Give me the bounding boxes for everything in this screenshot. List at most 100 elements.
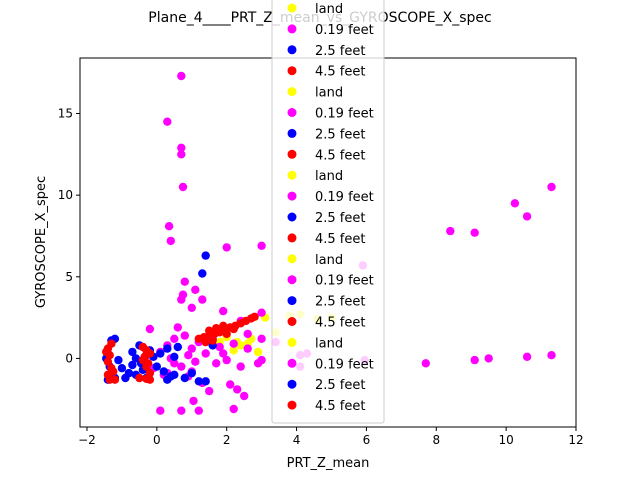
- legend-label-15: 4.5 feet: [315, 316, 365, 331]
- point-0-19-feet-34: [226, 380, 235, 389]
- y-axis-ticks: 0 5 10 15: [58, 107, 80, 365]
- point-4-5-feet-39: [109, 367, 118, 376]
- legend-marker-18: [287, 379, 297, 389]
- point-land-3: [253, 347, 263, 357]
- point-0-19-feet-31: [236, 362, 245, 371]
- x-tick-label-0: −2: [78, 433, 96, 447]
- point-0-19-feet-26: [201, 349, 210, 358]
- legend-marker-6: [287, 128, 297, 138]
- point-2-5-feet-38: [187, 368, 196, 378]
- point-0-19-feet-14: [198, 295, 207, 304]
- y-tick-label-3: 15: [58, 107, 73, 121]
- point-0-19-feet-28: [215, 342, 224, 352]
- point-0-19-feet-8: [257, 241, 266, 250]
- legend-label-8: land: [315, 169, 343, 184]
- legend-marker-15: [287, 317, 297, 326]
- legend-label-2: 2.5 feet: [315, 44, 365, 59]
- point-0-19-feet-7: [222, 243, 231, 252]
- legend-marker-2: [287, 45, 297, 55]
- legend-label-13: 0.19 feet: [315, 274, 374, 289]
- point-4-5-feet-18: [229, 324, 238, 334]
- point-2-5-feet-30: [166, 372, 175, 381]
- point-0-19-feet-32: [243, 329, 252, 339]
- point-0-19-feet-1: [163, 117, 172, 126]
- legend-marker-1: [287, 24, 297, 34]
- point-2-5-feet-27: [173, 342, 182, 352]
- point-2-5-feet-21: [152, 362, 161, 371]
- point-4-5-feet-14: [219, 321, 228, 330]
- point-0-19-feet-58: [421, 359, 430, 368]
- point-0-19-feet-11: [178, 290, 188, 299]
- point-2-5-feet-0: [201, 251, 210, 260]
- point-4-5-feet-32: [103, 357, 113, 366]
- y-tick-label-1: 5: [65, 270, 73, 284]
- point-4-5-feet-13: [212, 324, 221, 333]
- x-tick-label-2: 2: [223, 433, 231, 447]
- point-0-19-feet-45: [189, 396, 198, 406]
- point-0-19-feet-60: [470, 228, 479, 237]
- legend-box: [271, 0, 385, 424]
- point-2-5-feet-1: [198, 269, 207, 278]
- legend-label-14: 2.5 feet: [315, 295, 365, 310]
- y-axis-label: GYROSCOPE_X_spec: [34, 176, 49, 308]
- point-4-5-feet-28: [140, 352, 149, 361]
- legend-label-0: land: [315, 2, 343, 17]
- point-4-5-feet-37: [107, 339, 116, 348]
- legend-marker-19: [287, 400, 297, 410]
- point-0-19-feet-9: [180, 277, 189, 286]
- legend-label-1: 0.19 feet: [315, 23, 374, 38]
- point-0-19-feet-21: [170, 334, 179, 343]
- legend-label-9: 0.19 feet: [315, 190, 374, 205]
- legend-marker-17: [287, 358, 297, 368]
- point-0-19-feet-65: [522, 352, 532, 361]
- x-tick-label-1: 0: [153, 433, 161, 447]
- x-tick-label-4: 6: [363, 433, 371, 447]
- point-2-5-feet-26: [170, 352, 179, 361]
- legend-label-4: land: [315, 86, 343, 101]
- legend-label-7: 4.5 feet: [315, 148, 365, 163]
- point-0-19-feet-12: [191, 285, 200, 294]
- x-axis-ticks: −2 0 2 4 6 8 10 12: [78, 427, 584, 447]
- legend-marker-12: [287, 254, 297, 264]
- point-0-19-feet-5: [164, 222, 174, 231]
- point-0-19-feet-39: [205, 386, 214, 396]
- point-4-5-feet-29: [143, 359, 153, 368]
- point-0-19-feet-18: [145, 324, 155, 334]
- point-0-19-feet-13: [187, 303, 196, 312]
- legend-label-19: 4.5 feet: [315, 399, 365, 414]
- point-4-5-feet-16: [201, 337, 210, 347]
- point-4-5-feet-27: [145, 375, 155, 384]
- point-2-5-feet-12: [124, 368, 134, 378]
- point-0-19-feet-49: [212, 359, 221, 368]
- point-0-19-feet-74: [243, 344, 252, 353]
- x-axis-label: PRT_Z_mean: [287, 456, 370, 471]
- point-0-19-feet-22: [173, 323, 182, 332]
- legend-marker-4: [287, 87, 297, 97]
- point-0-19-feet-61: [470, 355, 479, 365]
- point-0-19-feet-2: [177, 143, 186, 152]
- x-tick-label-7: 12: [568, 433, 583, 447]
- legend-label-5: 0.19 feet: [315, 107, 374, 122]
- point-0-19-feet-29: [222, 355, 231, 365]
- x-tick-label-5: 8: [432, 433, 440, 447]
- legend-marker-7: [287, 149, 297, 159]
- point-0-19-feet-0: [177, 71, 186, 81]
- point-2-5-feet-28: [180, 373, 189, 383]
- legend-label-6: 2.5 feet: [315, 127, 365, 142]
- legend-marker-11: [287, 233, 297, 243]
- point-2-5-feet-15: [128, 347, 137, 357]
- point-0-19-feet-72: [191, 357, 200, 366]
- legend-marker-9: [287, 191, 297, 201]
- point-0-19-feet-33: [257, 334, 266, 343]
- point-0-19-feet-24: [187, 344, 196, 353]
- point-0-19-feet-44: [229, 404, 238, 414]
- legend-marker-13: [287, 275, 297, 285]
- legend-label-18: 2.5 feet: [315, 378, 365, 393]
- x-tick-label-3: 4: [293, 433, 301, 447]
- point-2-5-feet-10: [114, 355, 123, 365]
- legend-label-16: land: [315, 336, 343, 351]
- point-0-19-feet-3: [177, 150, 186, 159]
- point-0-19-feet-23: [180, 331, 189, 340]
- legend-marker-0: [287, 3, 297, 13]
